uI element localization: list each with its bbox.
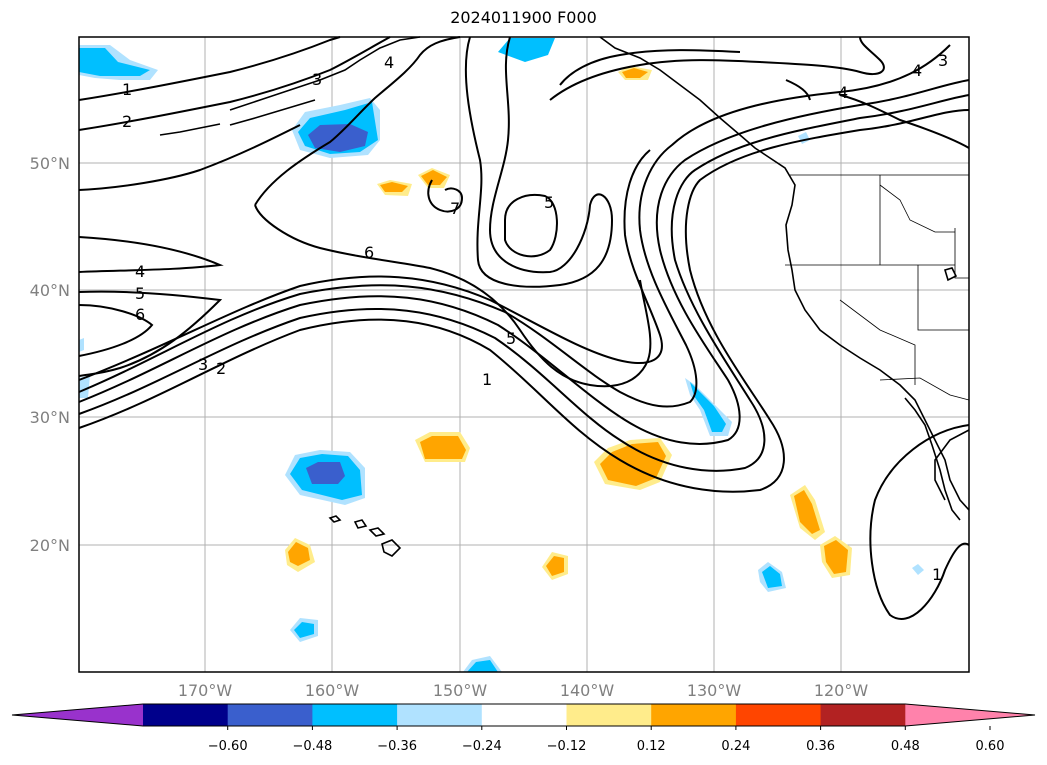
contour-label: 4 [384,53,394,72]
colorbar-tick-label: −0.24 [462,739,502,754]
contour-label: 3 [198,355,208,374]
colorbar-tick-label: 0.24 [721,739,750,754]
colorbar-tick-label: 0.60 [976,739,1005,754]
contour-label: 7 [450,199,460,218]
contour-label: 4 [912,61,922,80]
contour-label: 5 [506,329,516,348]
colorbar-segment [651,704,737,726]
colorbar-outline [11,703,1036,727]
lat-label: 50°N [30,154,70,173]
colorbar-segment [227,704,313,726]
negative-anomaly-region [306,462,345,484]
contour-label: 4 [135,262,145,281]
map-title: 2024011900 F000 [450,8,597,27]
colorbar-tick-label: −0.48 [292,739,332,754]
contour-label: 2 [216,359,226,378]
lat-label: 20°N [30,536,70,555]
contour-label: 3 [312,70,322,89]
shading-layer [79,38,924,672]
lon-label: 160°W [305,681,360,700]
lon-label: 120°W [814,681,869,700]
lon-label: 150°W [433,681,488,700]
contour-label: 5 [135,284,145,303]
latitude-labels: 50°N 40°N 30°N 20°N [30,154,70,555]
contour-label: 4 [838,83,848,102]
lat-label: 40°N [30,281,70,300]
colorbar-tick-label: 0.48 [891,739,920,754]
state-borders [785,174,970,401]
contour-label: 6 [135,305,145,324]
longitude-labels: 170°W 160°W 150°W 140°W 130°W 120°W [178,681,869,700]
colorbar-tick-label: −0.12 [547,739,587,754]
colorbar-extend-low [12,704,143,726]
colorbar-tick-label: −0.36 [377,739,417,754]
colorbar-extend-high [905,704,1035,726]
contour-label: 1 [122,80,132,99]
lon-label: 170°W [178,681,233,700]
lon-label: 130°W [687,681,742,700]
graticule [79,37,969,672]
colorbar-segment [735,704,822,726]
colorbar-tick-label: 0.36 [806,739,835,754]
contour-label: 3 [938,51,948,70]
colorbar-segment [312,704,398,726]
colorbar: −0.60 −0.48 −0.36 −0.24 −0.12 0.12 0.24 0.36 0.4… [11,703,1036,754]
colorbar-segment [397,704,483,726]
contour-labels: 1 2 3 4 4 5 6 6 5 7 5 1 3 2 4 3 4 1 [122,51,948,584]
map-background [79,37,969,672]
contour-label: 6 [364,243,374,262]
contour-lines [78,36,970,620]
positive-anomaly-region [420,436,466,459]
contour-label: 1 [932,565,942,584]
colorbar-tick-label: −0.60 [208,739,248,754]
contour-label: 1 [482,370,492,389]
colorbar-segment [143,704,229,726]
contour-label: 5 [544,193,554,212]
coastlines [159,36,970,557]
lon-label: 140°W [560,681,615,700]
map-frame [78,36,970,673]
negative-anomaly-region [79,48,150,76]
colorbar-segment [566,704,652,726]
colorbar-segment [820,704,906,726]
negative-anomaly-region [308,124,368,152]
colorbar-segment [481,704,567,726]
contour-label: 2 [122,112,132,131]
colorbar-tick-label: 0.12 [637,739,666,754]
lat-label: 30°N [30,408,70,427]
negative-anomaly-region [498,38,555,62]
